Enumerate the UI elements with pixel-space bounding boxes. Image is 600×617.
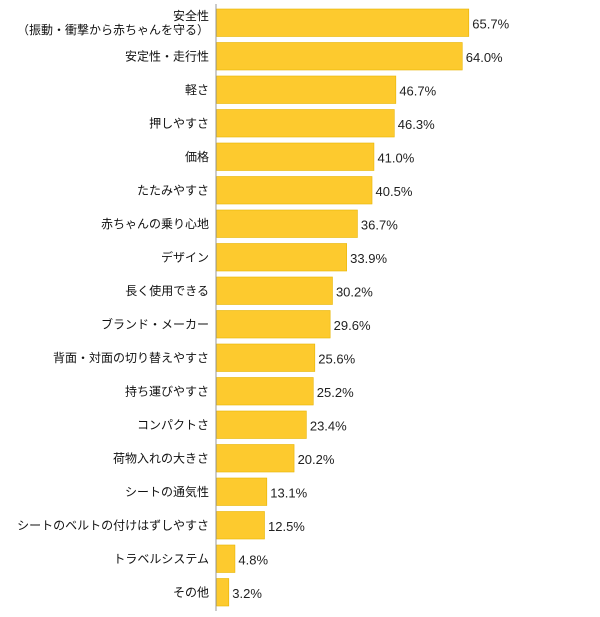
value-label: 33.9% — [350, 251, 387, 266]
value-label: 20.2% — [298, 452, 335, 467]
bar — [216, 578, 230, 607]
bar — [216, 109, 395, 138]
value-labels-layer: 65.7% 64.0% 46.7% 46.3% 41.0% 40.5% 36.7% 33.9%… — [232, 16, 509, 601]
category-label: 押しやすさ — [149, 116, 209, 130]
value-label: 12.5% — [268, 519, 305, 534]
category-label: 安全性 — [173, 8, 209, 23]
bars-layer — [216, 8, 470, 607]
category-labels-layer: 安全性（振動・衝撃から赤ちゃんを守る） 安定性・走行性軽さ押しやすさ価格たたみやす… — [17, 8, 209, 600]
category-label: 軽さ — [185, 83, 209, 97]
value-label: 64.0% — [466, 50, 503, 65]
bar — [216, 142, 375, 171]
category-label: ブランド・メーカー — [101, 316, 209, 331]
bar — [216, 544, 236, 573]
bar — [216, 176, 373, 205]
category-label: 価格 — [185, 149, 209, 164]
category-label: 背面・対面の切り替えやすさ — [53, 351, 209, 365]
bar — [216, 209, 358, 238]
value-label: 40.5% — [376, 184, 413, 199]
bar — [216, 75, 397, 104]
category-label: 長く使用できる — [125, 283, 209, 298]
bar — [216, 310, 331, 339]
value-label: 46.3% — [398, 117, 435, 132]
value-label: 30.2% — [336, 284, 373, 299]
category-label: たたみやすさ — [137, 183, 209, 197]
value-label: 3.2% — [232, 586, 262, 601]
value-label: 13.1% — [270, 485, 307, 500]
category-label: 安定性・走行性 — [125, 48, 209, 63]
category-label: コンパクトさ — [137, 418, 209, 432]
bar — [216, 42, 463, 71]
bar — [216, 477, 268, 506]
value-label: 25.6% — [318, 351, 355, 366]
value-label: 65.7% — [472, 16, 509, 31]
bar — [216, 377, 314, 406]
value-label: 36.7% — [361, 217, 398, 232]
bar — [216, 410, 307, 439]
value-label: 25.2% — [317, 385, 354, 400]
category-label: 持ち運びやすさ — [125, 383, 209, 398]
bar — [216, 243, 347, 272]
category-label: 赤ちゃんの乗り心地 — [101, 217, 209, 231]
bar — [216, 511, 265, 540]
category-label: シートのベルトの付けはずしやすさ — [17, 518, 209, 532]
bar — [216, 8, 470, 37]
value-label: 29.6% — [334, 318, 371, 333]
value-label: 4.8% — [238, 552, 268, 567]
category-label: トラベルシステム — [113, 552, 209, 566]
category-label: デザイン — [161, 249, 209, 264]
category-label: その他 — [173, 585, 209, 599]
category-label: シートの通気性 — [125, 484, 209, 499]
value-label: 46.7% — [399, 83, 436, 98]
category-label: 荷物入れの大きさ — [113, 451, 209, 465]
value-label: 41.0% — [377, 150, 414, 165]
category-label: （振動・衝撃から赤ちゃんを守る） — [17, 22, 209, 37]
bar — [216, 343, 316, 372]
bar — [216, 276, 333, 305]
bar — [216, 444, 295, 473]
value-label: 23.4% — [310, 418, 347, 433]
